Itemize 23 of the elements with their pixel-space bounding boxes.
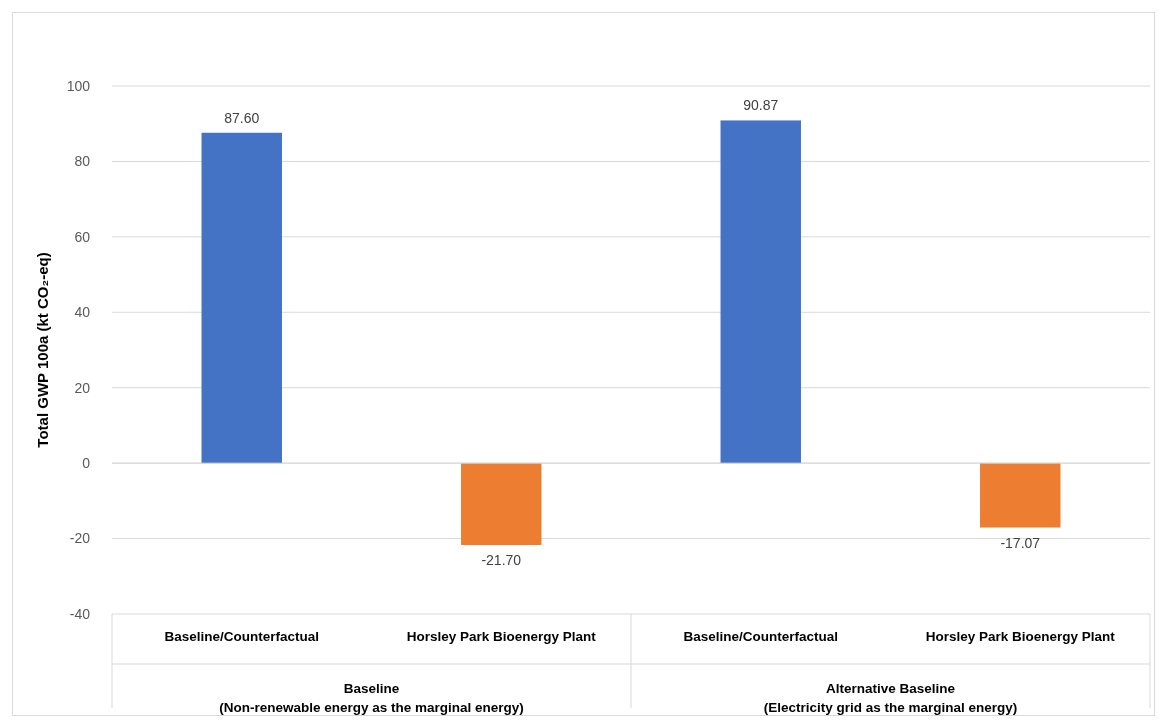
data-label: -21.70 bbox=[481, 551, 522, 568]
text: Alternative Baseline (Electricity grid as the marginal energy) bbox=[763, 681, 1018, 715]
y-tick-label: 100 bbox=[66, 77, 91, 94]
bar bbox=[980, 463, 1061, 528]
y-axis-title: Total GWP 100a (kt CO₂-eq) bbox=[34, 252, 51, 448]
bar bbox=[201, 132, 282, 464]
text: Baseline (Non-renewable energy as the marginal energy) bbox=[219, 681, 524, 715]
x-tick-label: Baseline/Counterfactual bbox=[164, 629, 320, 644]
y-tick-label: -20 bbox=[69, 530, 91, 547]
y-tick-label: 80 bbox=[74, 153, 91, 170]
y-tick-label: -40 bbox=[69, 605, 91, 622]
y-tick-label: 40 bbox=[74, 304, 91, 321]
data-label: -17.07 bbox=[1000, 534, 1041, 551]
x-tick-label: Horsley Park Bioenergy Plant bbox=[406, 629, 597, 644]
y-tick-label: 0 bbox=[82, 455, 91, 472]
data-label: 90.87 bbox=[743, 97, 779, 114]
y-tick-label: 60 bbox=[74, 228, 91, 245]
bar bbox=[720, 120, 801, 464]
y-tick-label: 20 bbox=[74, 379, 91, 396]
data-label: 87.60 bbox=[224, 109, 260, 126]
bar bbox=[461, 463, 542, 545]
x-tick-label: Horsley Park Bioenergy Plant bbox=[925, 629, 1116, 644]
x-tick-label: Baseline/Counterfactual bbox=[683, 629, 839, 644]
